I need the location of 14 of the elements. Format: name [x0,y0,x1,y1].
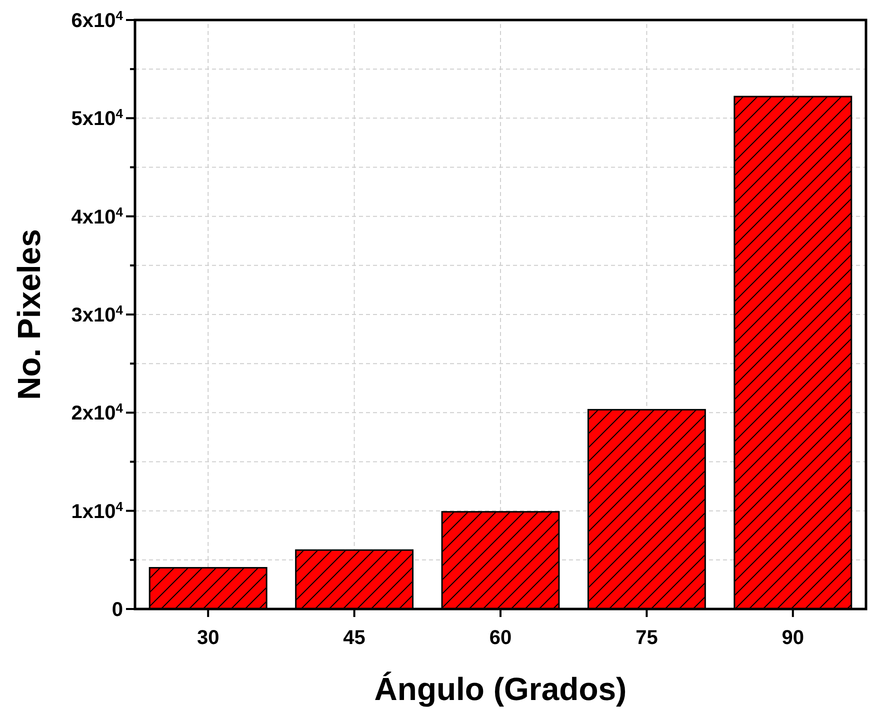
x-tick-label: 90 [782,627,804,649]
y-tick-label: 6x10$^{4}$ [71,8,124,32]
x-tick-label: 30 [196,627,220,649]
x-axis-title: Ángulo (Grados) [374,671,627,707]
y-tick-label: 5x10$^{4}$ [71,106,124,130]
y-tick-label: 4x10$^{4}$ [71,204,124,228]
x-tick-label: 60 [489,627,512,649]
y-tick-label: 2x10$^{4}$ [71,400,124,425]
y-axis-title: No. Pixeles [11,229,47,400]
y-tick-label: 0 [112,599,123,621]
x-tick-label: 75 [636,627,658,649]
y-tick-label: 3x10$^{4}$ [71,302,124,326]
y-tick-label: 1x10$^{4}$ [71,498,124,523]
x-tick-label: 45 [343,627,366,649]
